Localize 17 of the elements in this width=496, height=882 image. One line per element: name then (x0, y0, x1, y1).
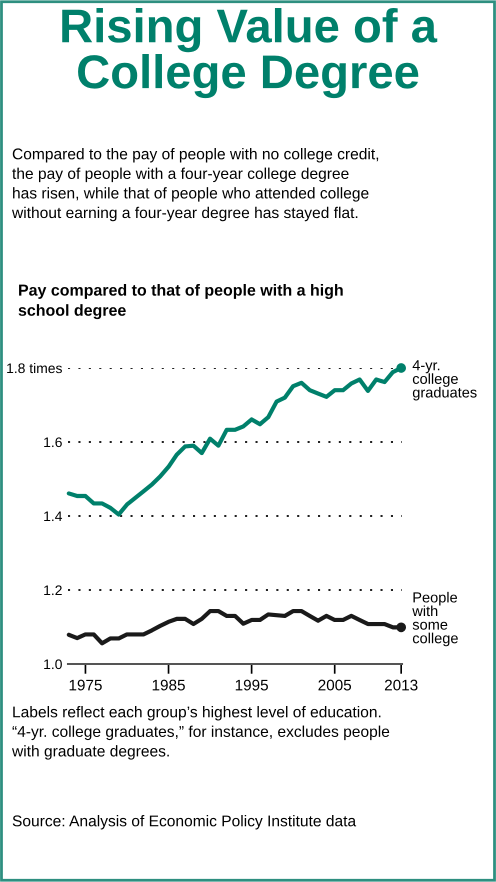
chart-subtitle: Compared to the pay of people with no college credit, the pay of people with a four-year college degree has risen, while that of people who attended college without earning a four-year degree has stayed flat. (12, 148, 378, 222)
text: Labels reflect each group’s highest level of education. “4-yr. college graduates,” for instance, excludes people with graduate degrees. (12, 706, 390, 760)
y-axis-title: Pay compared to that of people with a high school degree (18, 284, 343, 320)
y-tick-label: 1.2 (44, 585, 62, 596)
y-tick-label: 1.8 times (7, 362, 62, 374)
x-tick-label: 1995 (236, 680, 268, 690)
chart-title: Rising Value of a College Degree (62, 8, 438, 98)
x-tick-label: 2013 (384, 680, 418, 690)
x-tick-label: 1975 (70, 680, 102, 690)
x-tick-label: 2005 (318, 680, 352, 690)
y-tick-label: 1.0 (44, 659, 62, 670)
series-label: 4-yr. college graduates (412, 360, 477, 400)
y-tick-label: 1.6 (44, 437, 62, 448)
series-label: People with some college (412, 592, 458, 646)
source-note: Source: Analysis of Economic Policy Institute data (12, 815, 356, 830)
y-tick-label: 1.4 (44, 511, 62, 522)
x-tick-label: 1985 (152, 680, 185, 690)
